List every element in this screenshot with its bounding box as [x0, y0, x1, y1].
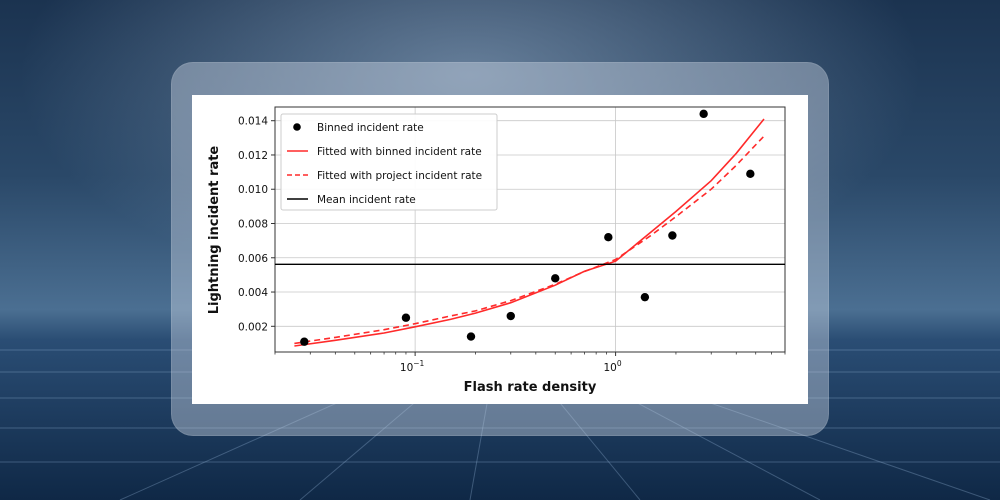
x-tick-exponent: 0 [617, 359, 622, 368]
legend-label: Fitted with project incident rate [317, 170, 482, 182]
legend-marker [293, 123, 301, 131]
x-tick-exponent: −1 [413, 359, 424, 368]
y-axis-ticks: 0.002 0.004 0.006 0.008 0.010 0.012 0.014 [238, 116, 275, 333]
y-tick-label: 0.014 [238, 116, 268, 128]
y-tick-label: 0.008 [238, 219, 268, 231]
y-tick-label: 0.006 [238, 253, 268, 265]
x-axis-ticks: 10−1 100 [274, 352, 786, 374]
legend-label: Fitted with binned incident rate [317, 146, 482, 158]
x-tick-base: 10 [604, 362, 617, 374]
x-axis-title: Flash rate density [464, 380, 597, 395]
data-point [506, 311, 515, 321]
x-tick-label: 100 [604, 359, 622, 374]
points-layer [300, 109, 755, 346]
series-layer [275, 118, 785, 347]
data-point [401, 313, 411, 322]
y-axis-title: Lightning incident rate [207, 146, 222, 315]
y-tick-label: 0.002 [238, 321, 268, 333]
legend: Binned incident rate Fitted with binned i… [280, 113, 498, 211]
y-tick-label: 0.004 [238, 287, 268, 299]
series-line-2 [294, 135, 765, 345]
legend-box [280, 113, 498, 211]
legend-label: Binned incident rate [317, 122, 424, 134]
y-tick-label: 0.010 [238, 184, 268, 196]
y-tick-label: 0.012 [238, 150, 268, 162]
series-line-1 [294, 118, 765, 347]
x-tick-base: 10 [400, 362, 413, 374]
data-point [300, 337, 309, 346]
data-point [699, 109, 708, 119]
data-point [604, 233, 613, 242]
data-point [640, 292, 650, 302]
legend-label: Mean incident rate [317, 194, 416, 206]
plot-frame [274, 106, 786, 353]
data-point [668, 231, 677, 240]
data-point [746, 169, 755, 179]
chart-card: 0.002 0.004 0.006 0.008 0.010 0.012 0.014 10−1… [192, 95, 808, 404]
data-point [466, 332, 476, 341]
x-tick-label: 10−1 [400, 359, 425, 374]
data-point [551, 274, 560, 283]
